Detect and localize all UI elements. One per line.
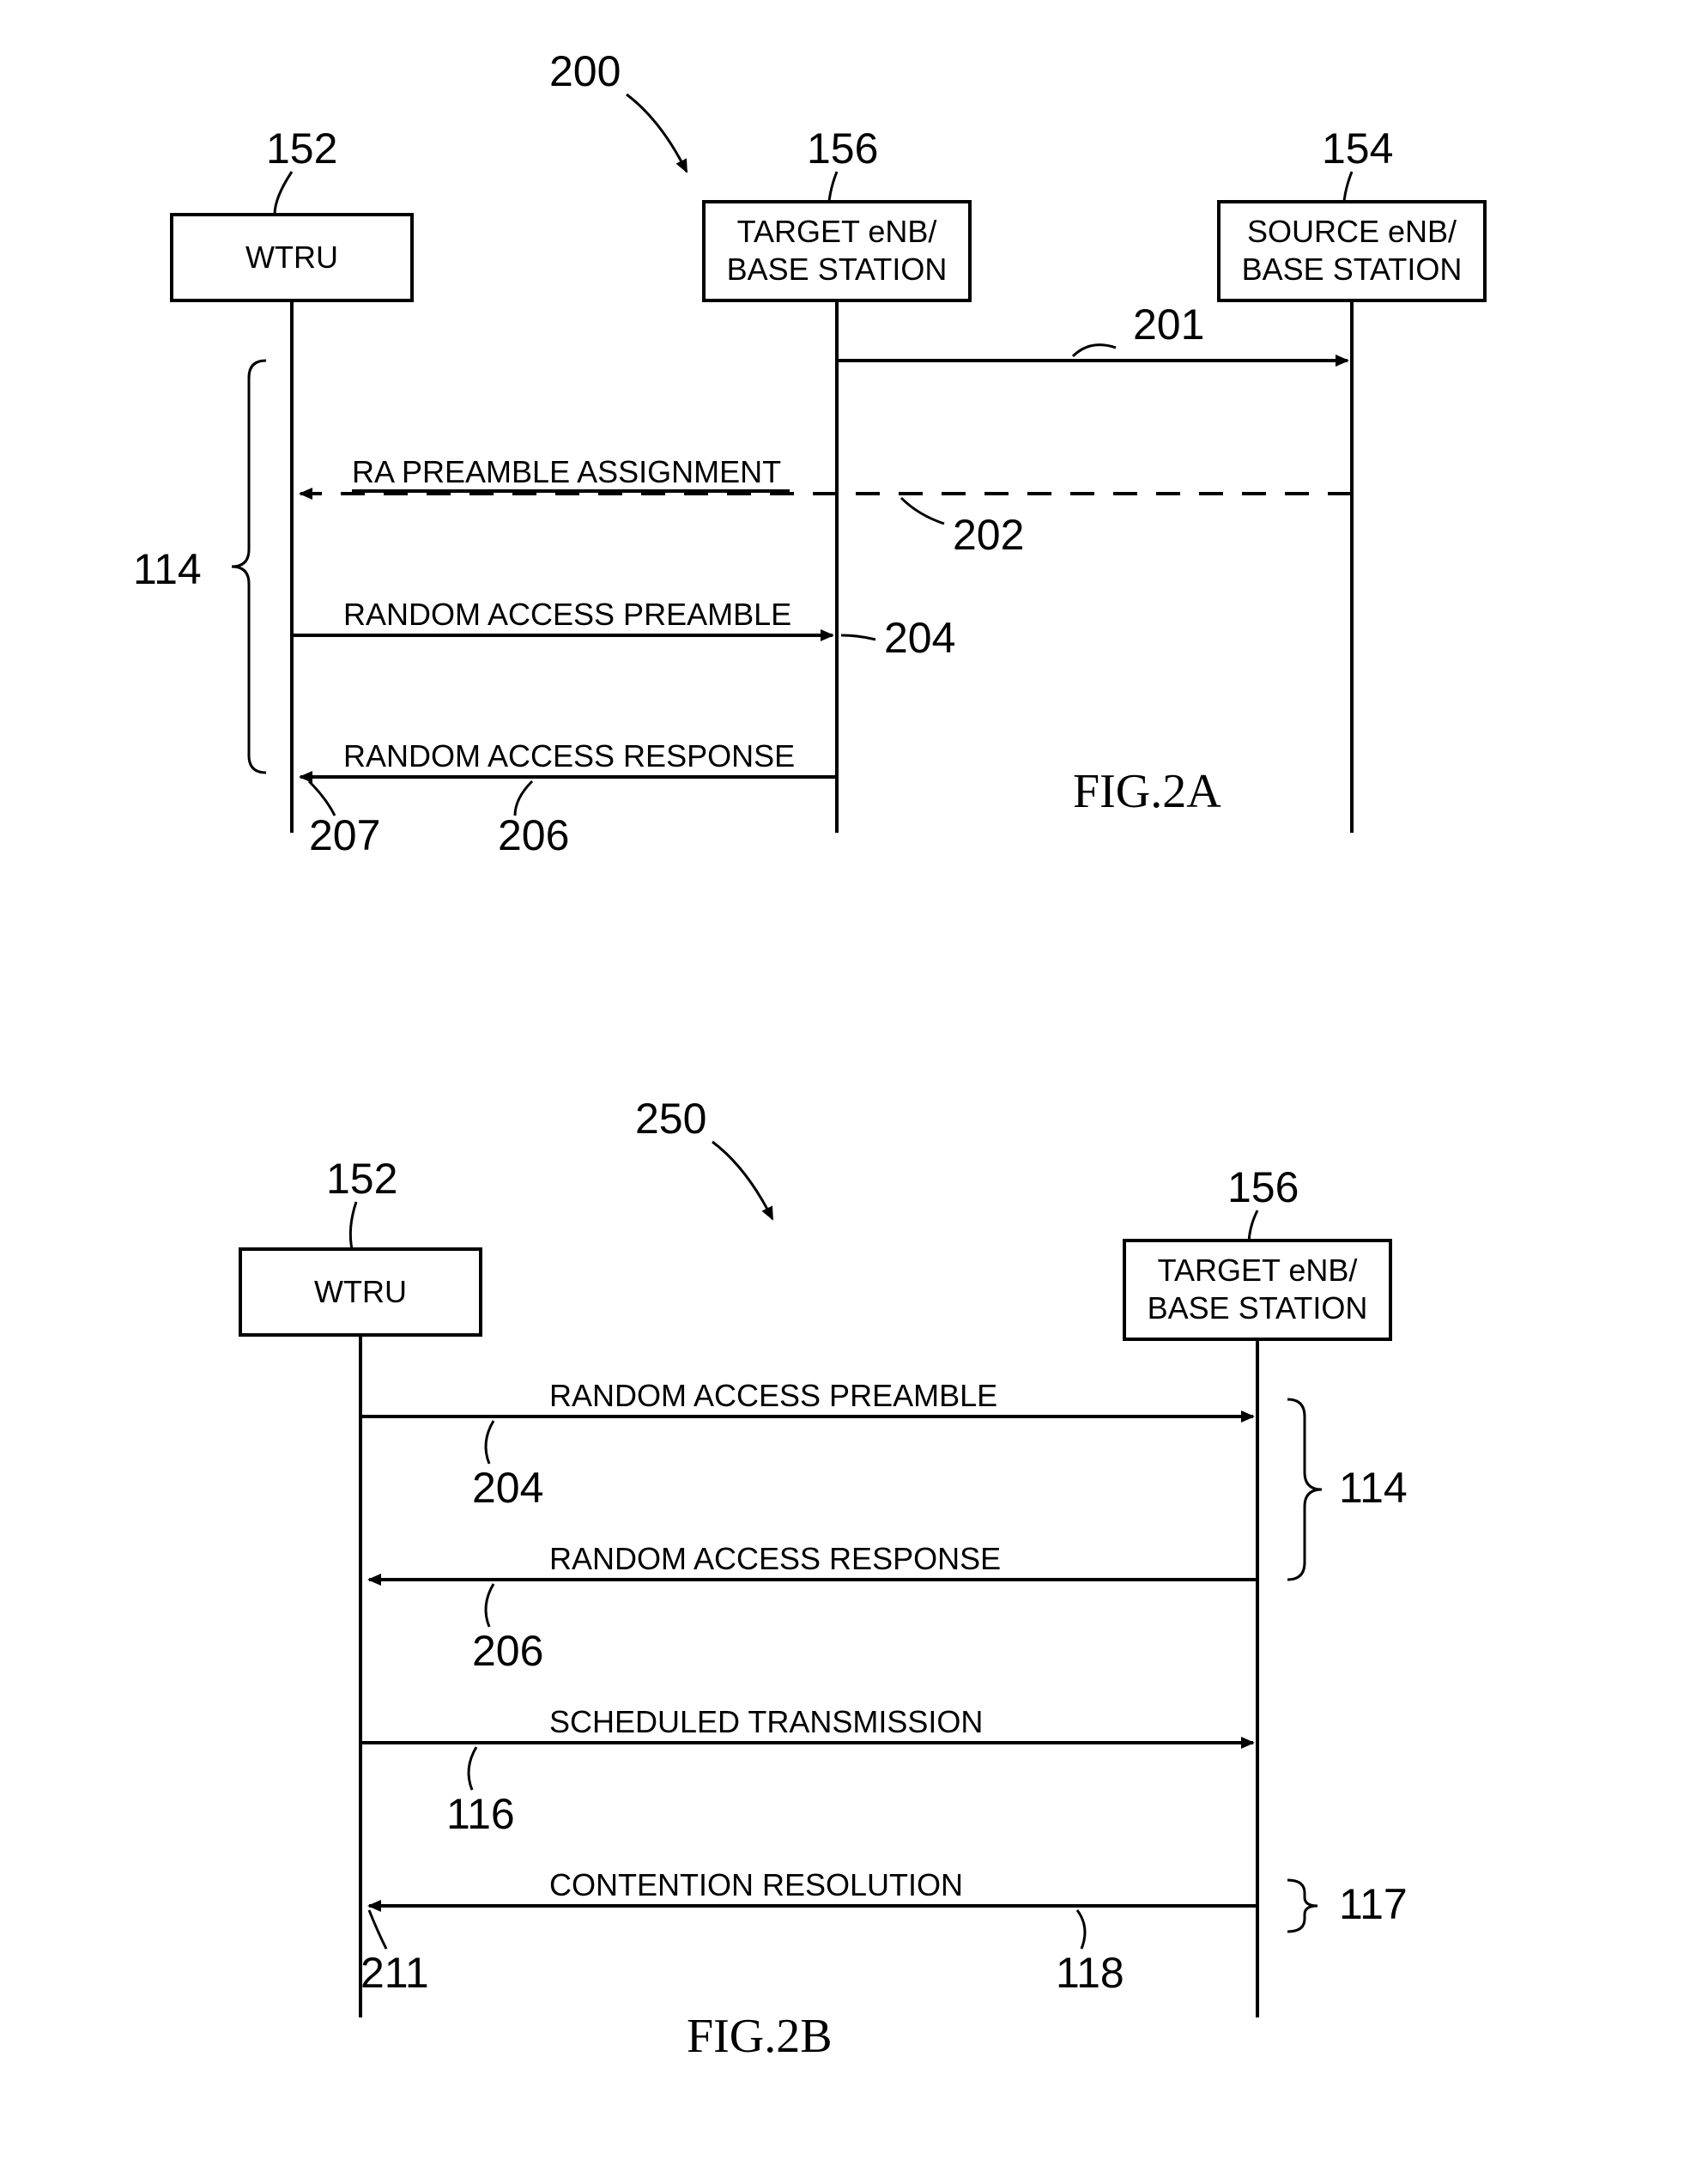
- label-target-b2: BASE STATION: [1148, 1290, 1368, 1326]
- label-wtru-a: WTRU: [245, 240, 338, 275]
- label-target-a2: BASE STATION: [727, 252, 948, 287]
- leader-207: [309, 781, 335, 816]
- brace-117: [1287, 1880, 1317, 1932]
- ref-207: 207: [309, 811, 380, 859]
- ref-114-a: 114: [133, 545, 202, 593]
- leader-116: [469, 1747, 476, 1790]
- label-204b: RANDOM ACCESS PREAMBLE: [549, 1378, 997, 1413]
- leader-204a: [841, 635, 875, 640]
- leader-211: [369, 1910, 386, 1949]
- label-target-b1: TARGET eNB/: [1158, 1253, 1358, 1288]
- label-118: CONTENTION RESOLUTION: [549, 1867, 963, 1902]
- ref-154-a: 154: [1322, 124, 1393, 173]
- ref-211: 211: [360, 1949, 429, 1997]
- label-source-a1: SOURCE eNB/: [1247, 214, 1457, 249]
- leader-206a: [515, 781, 532, 816]
- ref-204b: 204: [472, 1464, 543, 1512]
- ref-118: 118: [1056, 1949, 1124, 1997]
- leader-204b: [486, 1421, 494, 1464]
- fig-label-2b: FIG.2B: [687, 2010, 833, 2063]
- brace-114-a: [232, 361, 266, 773]
- label-206b: RANDOM ACCESS RESPONSE: [549, 1541, 1001, 1576]
- leader-118: [1077, 1910, 1085, 1949]
- leader-152-a: [275, 172, 292, 215]
- ref-202: 202: [953, 511, 1024, 559]
- ref-116: 116: [446, 1790, 515, 1838]
- ref-206b: 206: [472, 1627, 543, 1675]
- leader-250: [712, 1142, 772, 1219]
- ref-114-b: 114: [1339, 1464, 1408, 1512]
- leader-200: [627, 94, 687, 172]
- ref-156-a: 156: [807, 124, 878, 173]
- ref-152-b: 152: [326, 1155, 397, 1203]
- label-source-a2: BASE STATION: [1242, 252, 1463, 287]
- ref-204a: 204: [884, 614, 955, 662]
- ref-250: 250: [635, 1095, 706, 1143]
- ref-200: 200: [549, 47, 621, 95]
- label-116: SCHEDULED TRANSMISSION: [549, 1704, 983, 1739]
- leader-201: [1073, 345, 1116, 356]
- label-wtru-b: WTRU: [314, 1274, 407, 1309]
- label-202: RA PREAMBLE ASSIGNMENT: [352, 454, 781, 489]
- ref-117: 117: [1339, 1880, 1408, 1928]
- label-target-a1: TARGET eNB/: [737, 214, 937, 249]
- label-204a: RANDOM ACCESS PREAMBLE: [343, 597, 791, 632]
- ref-152-a: 152: [266, 124, 337, 173]
- ref-201: 201: [1133, 300, 1204, 349]
- label-206a: RANDOM ACCESS RESPONSE: [343, 738, 795, 774]
- fig-label-2a: FIG.2A: [1073, 765, 1221, 818]
- brace-114-b: [1287, 1399, 1322, 1580]
- fig-2a: 200 152 WTRU 156 TARGET eNB/ BASE STATIO…: [133, 47, 1485, 859]
- fig-2b: 250 152 WTRU 156 TARGET eNB/ BASE STATIO…: [240, 1095, 1408, 2063]
- leader-152-b: [350, 1202, 356, 1249]
- leader-206b: [486, 1584, 494, 1627]
- ref-156-b: 156: [1227, 1163, 1299, 1211]
- diagram-root: 200 152 WTRU 156 TARGET eNB/ BASE STATIO…: [0, 0, 1690, 2184]
- leader-202: [901, 498, 944, 524]
- ref-206a: 206: [498, 811, 569, 859]
